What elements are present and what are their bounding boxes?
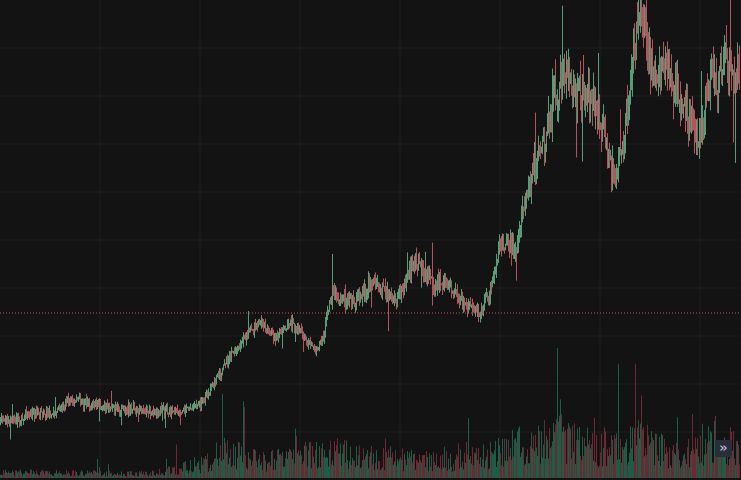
double-chevron-right-icon: » — [719, 441, 728, 456]
candles — [0, 0, 740, 440]
scroll-to-latest-button[interactable]: » — [715, 440, 732, 457]
volume-bars — [0, 348, 740, 478]
